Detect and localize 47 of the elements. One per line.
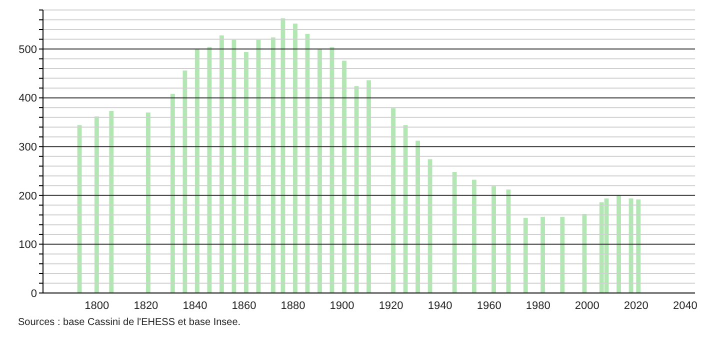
y-tick-label: 0 (30, 288, 37, 300)
x-tick-label: 1920 (378, 300, 404, 312)
source-note: Sources : base Cassini de l'EHESS et base Insee. (18, 317, 242, 328)
bar (416, 140, 420, 293)
y-tick-label: 500 (18, 44, 37, 56)
x-tick-label: 2020 (624, 300, 648, 312)
bar (342, 60, 346, 293)
bar (270, 37, 276, 293)
bar (318, 50, 322, 293)
x-tick-label: 2040 (672, 300, 698, 312)
y-tick-label: 400 (18, 92, 37, 105)
bar (207, 47, 212, 293)
x-tick-label: 1880 (280, 300, 306, 312)
bar (293, 24, 298, 293)
bar (244, 52, 248, 293)
bar (109, 111, 114, 293)
y-tick-label: 300 (18, 142, 37, 154)
x-tick-label: 1940 (428, 300, 452, 312)
bar (452, 172, 457, 293)
bar (636, 199, 641, 293)
x-tick-label: 1860 (232, 300, 256, 312)
y-tick-label: 200 (18, 190, 37, 202)
bar (256, 40, 261, 293)
bar (219, 35, 224, 293)
x-tick-label: 1960 (476, 300, 502, 312)
bar (94, 116, 99, 293)
x-tick-label: 1800 (84, 300, 110, 312)
bar (492, 186, 496, 293)
x-tick-label: 2000 (574, 300, 600, 312)
x-tick-label: 1980 (526, 300, 550, 312)
bar (194, 49, 200, 293)
bar (616, 195, 621, 293)
bar (523, 218, 528, 293)
bar (582, 214, 587, 293)
bar (232, 40, 236, 293)
x-tick-label: 1900 (330, 300, 354, 312)
y-tick-label: 100 (18, 239, 37, 252)
x-tick-label: 1820 (134, 300, 158, 312)
bar (170, 94, 175, 293)
bar (391, 108, 396, 293)
bar (560, 216, 565, 293)
bar (540, 216, 545, 293)
x-tick-label: 1840 (182, 300, 208, 312)
bar (182, 70, 188, 293)
bar (366, 80, 371, 293)
bar (472, 180, 476, 293)
bar (146, 112, 150, 293)
